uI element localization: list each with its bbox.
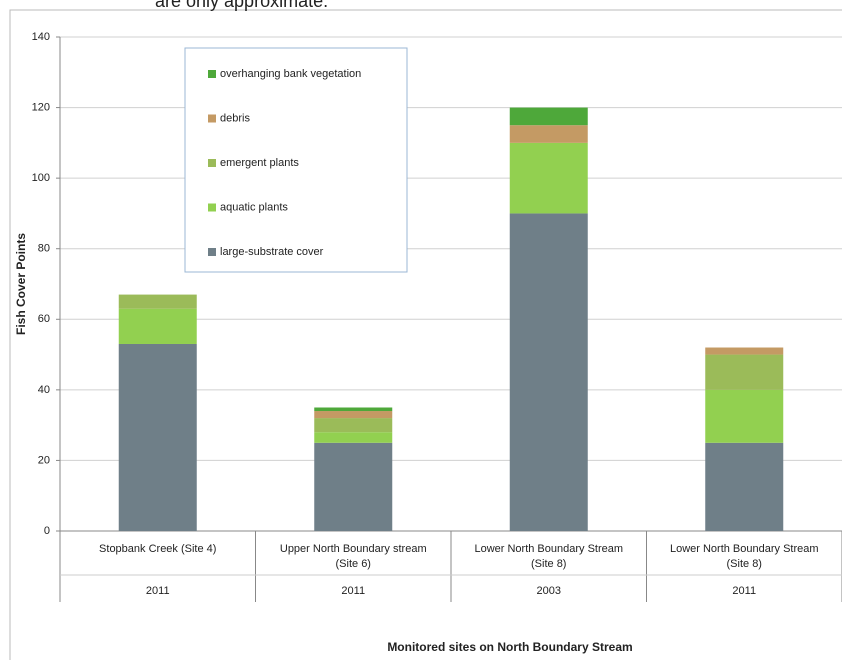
y-axis-title: Fish Cover Points (14, 233, 28, 335)
y-tick-label: 20 (38, 454, 50, 466)
bar-segment (118, 294, 197, 309)
y-tick-label: 100 (32, 172, 50, 184)
legend-label: large-substrate cover (220, 246, 324, 258)
x-year-label: 2011 (732, 585, 756, 597)
bar-segment (314, 442, 393, 531)
bar-segment (705, 442, 784, 531)
legend-swatch (208, 203, 216, 212)
x-tick-label: Upper North Boundary stream (Site 6) (280, 543, 427, 570)
bar-segment (314, 432, 393, 443)
legend-swatch (208, 248, 216, 256)
bar-segment (509, 125, 588, 143)
bar-segment (118, 343, 197, 531)
x-axis-title: Monitored sites on North Boundary Stream (387, 640, 632, 654)
x-tick-label: Lower North Boundary Stream (Site 8) (474, 543, 623, 570)
bar-segment (509, 213, 588, 531)
y-tick-label: 60 (38, 313, 50, 325)
x-year-label: 2003 (537, 585, 561, 597)
bar-segment (314, 407, 393, 412)
x-year-label: 2011 (341, 585, 365, 597)
bar-segment (705, 389, 784, 443)
legend-swatch (208, 70, 216, 78)
x-tick-label: Lower North Boundary Stream (Site 8) (670, 543, 819, 570)
y-tick-label: 120 (32, 101, 50, 113)
y-tick-label: 80 (38, 243, 50, 255)
bar-segment (705, 347, 784, 355)
legend-label: aquatic plants (220, 201, 288, 213)
legend-label: debris (220, 112, 250, 124)
legend-swatch (208, 159, 216, 167)
caption: are only approximate. (155, 0, 328, 11)
x-year-label: 2011 (146, 585, 170, 597)
y-tick-label: 140 (32, 31, 50, 43)
legend-swatch (208, 114, 216, 123)
bar-segment (509, 142, 588, 214)
x-tick-label: Stopbank Creek (Site 4) (99, 543, 216, 555)
legend-label: emergent plants (220, 157, 299, 169)
bar-segment (705, 354, 784, 390)
chart-frame (9, 9, 842, 660)
legend (184, 47, 408, 273)
y-tick-label: 0 (44, 525, 50, 537)
y-tick-label: 40 (38, 384, 50, 396)
bar-segment (314, 418, 393, 433)
bar-segment (314, 411, 393, 419)
legend-label: overhanging bank vegetation (220, 68, 361, 80)
bar-segment (509, 107, 588, 126)
bar-segment (118, 308, 197, 344)
